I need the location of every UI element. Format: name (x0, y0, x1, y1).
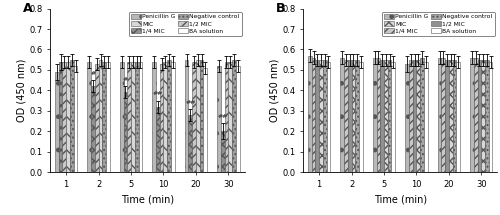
Bar (228, 62, 232, 172)
Bar (200, 60, 203, 172)
Bar (416, 60, 420, 172)
Bar (160, 64, 164, 172)
Bar (449, 60, 452, 172)
Bar (66, 62, 70, 172)
Bar (221, 131, 224, 172)
Text: ##: ## (218, 114, 228, 119)
Bar (74, 66, 78, 172)
Bar (445, 60, 449, 172)
Bar (192, 62, 196, 172)
Bar (102, 62, 106, 172)
Text: A: A (23, 2, 32, 15)
Bar (384, 60, 388, 172)
Bar (326, 62, 330, 172)
Bar (438, 58, 442, 172)
Bar (62, 62, 66, 172)
Bar (59, 62, 62, 172)
Bar (470, 58, 474, 172)
Bar (340, 58, 344, 172)
Text: B: B (276, 2, 285, 15)
Bar (352, 60, 356, 172)
Bar (488, 62, 492, 172)
Bar (135, 62, 138, 172)
Bar (236, 66, 240, 172)
Bar (106, 62, 110, 172)
Bar (392, 62, 395, 172)
Bar (70, 60, 73, 172)
Bar (424, 62, 428, 172)
Bar (412, 60, 416, 172)
Bar (167, 60, 171, 172)
Text: ##: ## (152, 91, 163, 96)
Bar (323, 60, 326, 172)
Bar (120, 62, 124, 172)
Bar (128, 62, 131, 172)
Bar (356, 60, 359, 172)
Bar (478, 60, 482, 172)
Bar (204, 68, 207, 172)
Bar (224, 62, 228, 172)
Bar (485, 60, 488, 172)
Bar (138, 62, 142, 172)
Bar (124, 92, 128, 172)
Bar (380, 60, 384, 172)
Bar (312, 58, 316, 172)
Bar (308, 56, 312, 172)
Bar (420, 58, 424, 172)
X-axis label: Time (min): Time (min) (120, 194, 174, 204)
Bar (474, 58, 478, 172)
Bar (409, 60, 412, 172)
Bar (319, 60, 323, 172)
Bar (98, 60, 102, 172)
X-axis label: Time (min): Time (min) (374, 194, 427, 204)
Legend: Penicillin G, MIC, 1/4 MIC, Negative control, 1/2 MIC, BA solution: Penicillin G, MIC, 1/4 MIC, Negative con… (382, 12, 494, 36)
Bar (164, 62, 167, 172)
Bar (91, 86, 95, 172)
Bar (171, 62, 174, 172)
Bar (388, 60, 392, 172)
Bar (196, 60, 200, 172)
Bar (348, 60, 352, 172)
Bar (88, 62, 91, 172)
Bar (95, 64, 98, 172)
Bar (405, 64, 409, 172)
Bar (452, 60, 456, 172)
Bar (373, 58, 376, 172)
Bar (456, 62, 460, 172)
Y-axis label: OD (450 nm): OD (450 nm) (270, 59, 280, 122)
Bar (156, 107, 160, 172)
Bar (376, 58, 380, 172)
Text: #: # (123, 77, 128, 82)
Bar (316, 60, 319, 172)
Bar (152, 62, 156, 172)
Text: ##: ## (185, 100, 196, 105)
Bar (359, 62, 363, 172)
Text: #: # (90, 71, 96, 76)
Bar (232, 60, 236, 172)
Legend: Penicillin G, MIC, 1/4 MIC, Negative control, 1/2 MIC, BA solution: Penicillin G, MIC, 1/4 MIC, Negative con… (129, 12, 242, 36)
Bar (55, 72, 59, 172)
Bar (184, 60, 188, 172)
Bar (131, 62, 135, 172)
Y-axis label: OD (450 nm): OD (450 nm) (16, 59, 26, 122)
Bar (482, 60, 485, 172)
Bar (217, 66, 221, 172)
Bar (442, 58, 445, 172)
Bar (344, 60, 348, 172)
Bar (188, 115, 192, 172)
